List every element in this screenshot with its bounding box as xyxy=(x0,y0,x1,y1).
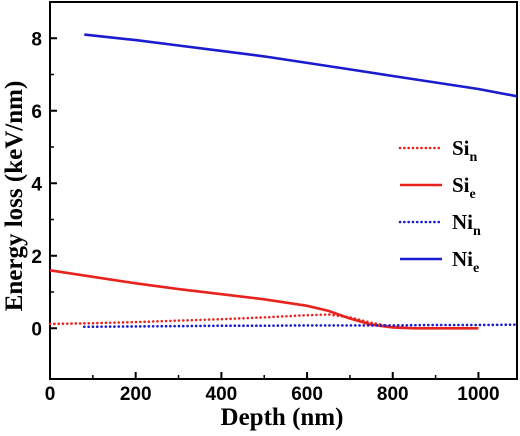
x-tick-label: 800 xyxy=(377,384,409,405)
legend-label: Sie xyxy=(452,173,476,202)
y-tick-label: 4 xyxy=(31,174,42,195)
x-axis-title: Depth (nm) xyxy=(221,404,344,431)
tick-group: 0 200 400 600 800 1000 0 2 4 6 8 xyxy=(31,29,499,405)
legend: Sin Sie Nin Nie xyxy=(398,136,481,276)
legend-label: Sin xyxy=(452,136,478,165)
legend-label: Nie xyxy=(452,247,479,276)
x-tick-label: 1000 xyxy=(457,384,499,405)
legend-item-si-n: Sin xyxy=(398,136,478,165)
legend-item-ni-e: Nie xyxy=(400,247,479,276)
x-tick-label: 200 xyxy=(120,384,152,405)
series-group xyxy=(48,33,519,330)
legend-item-ni-n: Nin xyxy=(398,210,481,239)
x-tick-label: 400 xyxy=(206,384,238,405)
y-tick-label: 2 xyxy=(31,247,42,268)
series-line-ni-n xyxy=(83,323,519,329)
series-line-ni-e xyxy=(84,33,518,98)
x-tick-label: 0 xyxy=(45,384,56,405)
plot-frame xyxy=(49,1,518,380)
x-tick-label: 600 xyxy=(291,384,323,405)
y-axis-title: Energy loss (keV/nm) xyxy=(1,81,28,312)
plot-area xyxy=(49,1,518,380)
y-tick-label: 6 xyxy=(31,102,42,123)
y-tick-label: 0 xyxy=(31,319,42,340)
y-tick-label: 8 xyxy=(31,29,42,50)
legend-item-si-e: Sie xyxy=(400,173,476,202)
legend-label: Nin xyxy=(452,210,481,239)
series-line-si-e xyxy=(49,269,479,330)
